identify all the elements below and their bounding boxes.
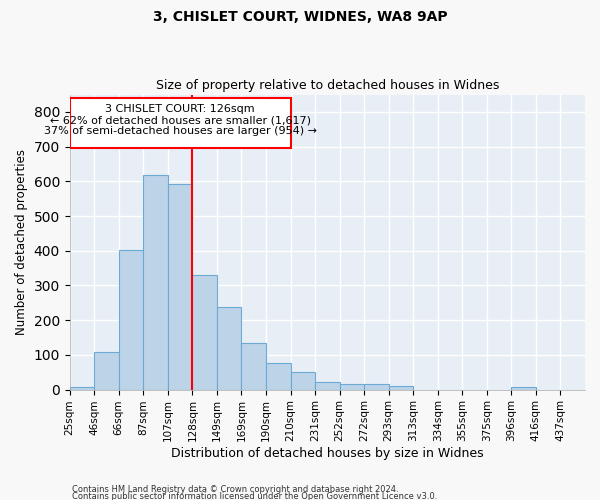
Bar: [389, 386, 413, 390]
Y-axis label: Number of detached properties: Number of detached properties: [15, 149, 28, 335]
Bar: [143, 176, 168, 390]
Bar: [290, 372, 315, 390]
Bar: [70, 98, 290, 148]
Bar: [241, 344, 266, 390]
Text: 37% of semi-detached houses are larger (954) →: 37% of semi-detached houses are larger (…: [44, 126, 317, 136]
Bar: [168, 184, 193, 390]
Text: Contains public sector information licensed under the Open Government Licence v3: Contains public sector information licen…: [72, 492, 437, 500]
Bar: [193, 275, 217, 390]
Bar: [364, 384, 389, 390]
Text: Contains HM Land Registry data © Crown copyright and database right 2024.: Contains HM Land Registry data © Crown c…: [72, 486, 398, 494]
Bar: [94, 352, 119, 390]
Bar: [511, 387, 536, 390]
Bar: [70, 387, 94, 390]
Text: 3 CHISLET COURT: 126sqm: 3 CHISLET COURT: 126sqm: [105, 104, 255, 115]
Text: 3, CHISLET COURT, WIDNES, WA8 9AP: 3, CHISLET COURT, WIDNES, WA8 9AP: [152, 10, 448, 24]
Text: ← 62% of detached houses are smaller (1,617): ← 62% of detached houses are smaller (1,…: [50, 116, 311, 126]
Bar: [119, 250, 143, 390]
Bar: [340, 384, 364, 390]
Title: Size of property relative to detached houses in Widnes: Size of property relative to detached ho…: [155, 79, 499, 92]
Bar: [217, 307, 241, 390]
X-axis label: Distribution of detached houses by size in Widnes: Distribution of detached houses by size …: [171, 447, 484, 460]
Bar: [315, 382, 340, 390]
Bar: [266, 363, 290, 390]
